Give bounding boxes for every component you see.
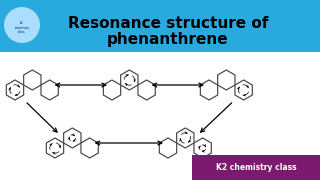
- Text: phenanthrene: phenanthrene: [107, 32, 229, 47]
- Polygon shape: [81, 138, 98, 158]
- Polygon shape: [235, 80, 252, 100]
- Polygon shape: [138, 80, 155, 100]
- Bar: [0, 0, 320, 52]
- Polygon shape: [177, 128, 194, 148]
- Text: k2
chemistry
class: k2 chemistry class: [14, 21, 29, 34]
- Polygon shape: [159, 138, 177, 158]
- Polygon shape: [6, 80, 24, 100]
- Polygon shape: [24, 70, 41, 90]
- Polygon shape: [121, 70, 138, 90]
- Circle shape: [4, 7, 40, 43]
- Polygon shape: [41, 80, 58, 100]
- Bar: [192, 155, 320, 180]
- Polygon shape: [64, 128, 81, 148]
- Polygon shape: [218, 70, 235, 90]
- Polygon shape: [200, 80, 218, 100]
- Polygon shape: [46, 138, 64, 158]
- Text: K2 chemistry class: K2 chemistry class: [216, 163, 296, 172]
- Text: Resonance structure of: Resonance structure of: [68, 16, 268, 31]
- Polygon shape: [194, 138, 211, 158]
- Polygon shape: [103, 80, 121, 100]
